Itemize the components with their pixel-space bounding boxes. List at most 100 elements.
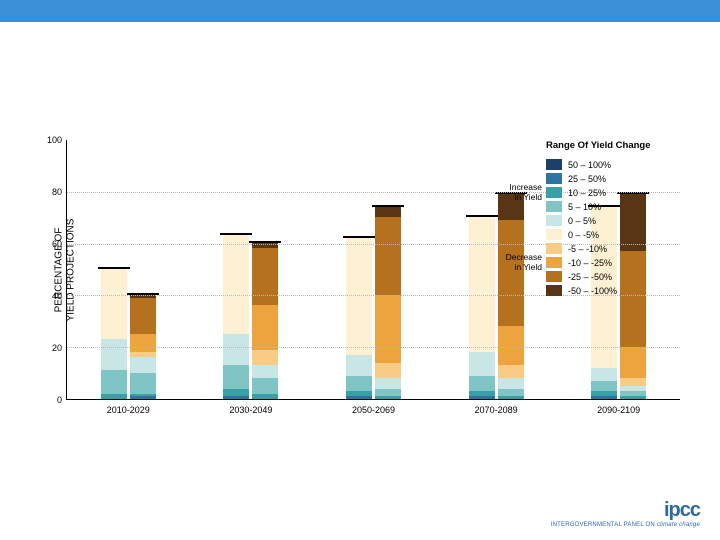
legend-label: -50 – -100% [568,286,617,296]
legend-label: 5 – 10% [568,202,601,212]
bar-segment [498,396,524,399]
ipcc-logo: ipcc [551,499,700,522]
y-tick: 100 [47,135,62,145]
bar-segment [498,389,524,397]
legend-item: 50 – 100% [546,159,696,170]
bar-segment [375,363,401,379]
legend-label: 0 – 5% [568,216,596,226]
y-tick: 20 [52,343,62,353]
bar-segment [223,235,249,334]
bar-segment [346,396,372,399]
legend-swatch [546,201,562,212]
x-tick-label: 2030-2049 [221,405,281,415]
bar-segment [252,378,278,394]
bar-segment [101,370,127,393]
bar-segment [375,295,401,363]
bar-segment [498,365,524,378]
bar-segment [375,378,401,388]
y-tick: 40 [52,291,62,301]
bar-segment [130,357,156,373]
legend-section-increase: Increasein Yield [494,183,542,202]
y-axis-ticks: 020406080100 [40,140,66,400]
increase-bar [223,235,249,399]
legend-label: 0 – -5% [568,230,599,240]
legend: Range Of Yield Change 50 – 100% 25 – 50% I… [546,140,696,299]
bar-cap [466,215,498,217]
legend-swatch [546,257,562,268]
legend-item: Increasein Yield10 – 25% [546,187,696,198]
legend-item: -50 – -100% [546,285,696,296]
bar-segment [252,350,278,366]
bar-segment [223,389,249,397]
x-tick-label: 2050-2069 [343,405,403,415]
bar-segment [469,376,495,392]
y-tick: 80 [52,187,62,197]
bar-segment [375,217,401,295]
bar-segment [101,394,127,399]
header-bar [0,0,720,22]
legend-item: -5 – -10% [546,243,696,254]
bar-segment [591,396,617,399]
bar-segment [620,396,646,399]
footer-subtitle: INTERGOVERNMENTAL PANEL ON climate chang… [551,522,700,528]
legend-swatch [546,243,562,254]
legend-swatch [546,229,562,240]
bar-group [101,269,156,399]
legend-item: 5 – 10% [546,201,696,212]
legend-item: 0 – -5% [546,229,696,240]
gridline [67,347,680,348]
bar-cap [220,233,252,235]
legend-label: -10 – -25% [568,258,612,268]
legend-label: -5 – -10% [568,244,607,254]
footer: ipcc INTERGOVERNMENTAL PANEL ON climate … [551,499,700,528]
bar-segment [469,217,495,352]
legend-label: 50 – 100% [568,160,611,170]
bar-cap [372,205,404,207]
bar-segment [252,365,278,378]
bar-segment [375,389,401,397]
legend-swatch [546,271,562,282]
increase-bar [101,269,127,399]
bar-segment [130,396,156,399]
legend-swatch [546,159,562,170]
bar-segment [223,396,249,399]
x-tick-label: 2090-2109 [589,405,649,415]
bar-segment [346,376,372,392]
bar-cap [98,267,130,269]
decrease-bar [375,207,401,399]
bar-segment [498,326,524,365]
legend-swatch [546,173,562,184]
legend-swatch [546,215,562,226]
legend-label: -25 – -50% [568,272,612,282]
bar-segment [375,207,401,217]
decrease-bar [252,243,278,399]
bar-segment [498,378,524,388]
legend-swatch [546,187,562,198]
legend-title: Range Of Yield Change [546,140,696,151]
y-tick: 0 [57,395,62,405]
bar-segment [375,396,401,399]
bar-segment [101,339,127,370]
bar-segment [469,352,495,375]
legend-item: -25 – -50% [546,271,696,282]
bar-segment [101,269,127,339]
bar-segment [346,355,372,376]
legend-section-decrease: Decreasein Yield [494,253,542,272]
legend-swatch [546,285,562,296]
bar-segment [591,368,617,381]
bar-segment [223,365,249,388]
bar-segment [469,396,495,399]
bar-segment [130,298,156,334]
legend-item: 25 – 50% [546,173,696,184]
legend-label: 10 – 25% [568,188,606,198]
bar-segment [620,378,646,386]
increase-bar [346,238,372,399]
legend-label: 25 – 50% [568,174,606,184]
x-tick-label: 2010-2029 [98,405,158,415]
bar-segment [252,394,278,399]
bar-segment [252,305,278,349]
bar-segment [223,334,249,365]
bar-segment [498,220,524,327]
bar-segment [252,248,278,305]
bar-segment [591,381,617,391]
